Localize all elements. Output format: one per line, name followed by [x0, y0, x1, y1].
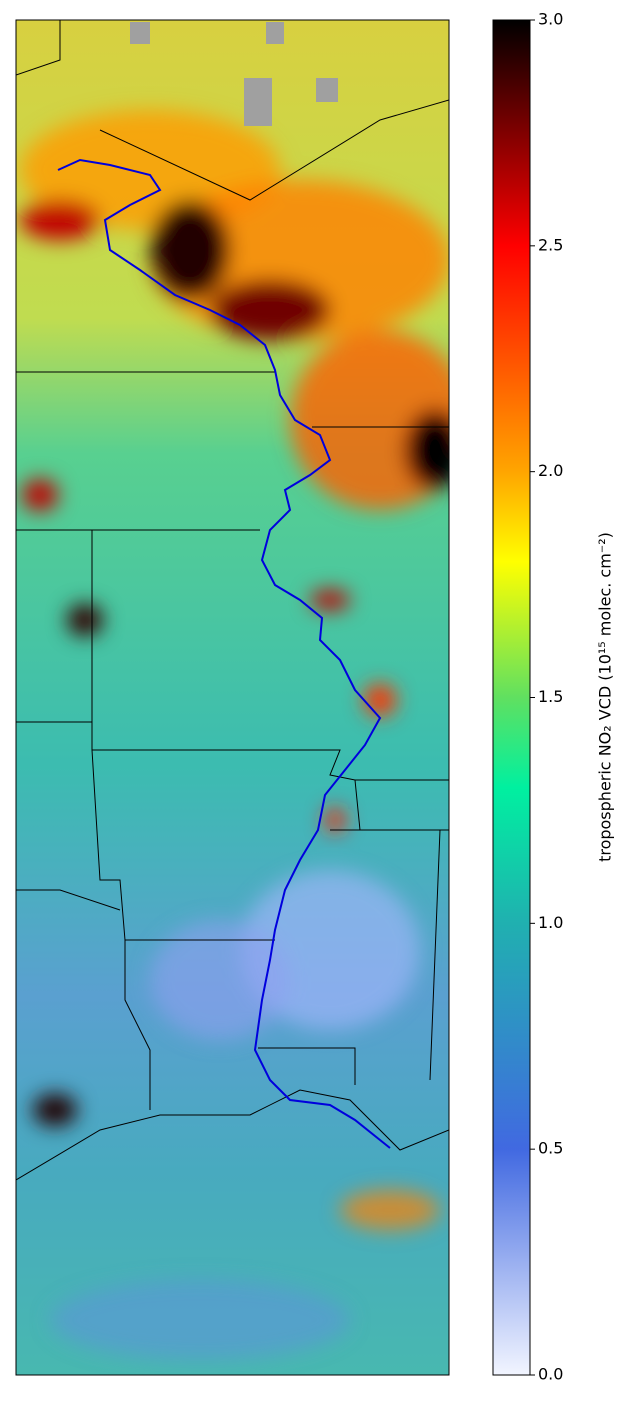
- colorbar-tick-label: 2.0: [538, 461, 563, 480]
- colorbar-ticks: 0.0 0.5 1.0 1.5 2.0 2.5 3.0: [530, 10, 563, 1384]
- colorbar-tick-label: 1.5: [538, 687, 563, 706]
- state-borders: [16, 20, 449, 1181]
- map-frame: [15, 19, 450, 1376]
- colorbar: [492, 19, 531, 1376]
- missing-data: [130, 22, 338, 126]
- colorbar-label: tropospheric NO₂ VCD (10¹⁵ molec. cm⁻²): [596, 532, 615, 862]
- colorbar-tick-label: 3.0: [538, 10, 563, 29]
- colorbar-tick-label: 2.5: [538, 235, 563, 254]
- hotspots: [20, 110, 449, 1360]
- colorbar-tick-label: 1.0: [538, 913, 563, 932]
- colorbar-tick-label: 0.5: [538, 1139, 563, 1158]
- river: [57, 158, 391, 1149]
- map: [16, 20, 449, 1375]
- colorbar-tick-label: 0.0: [538, 1365, 563, 1384]
